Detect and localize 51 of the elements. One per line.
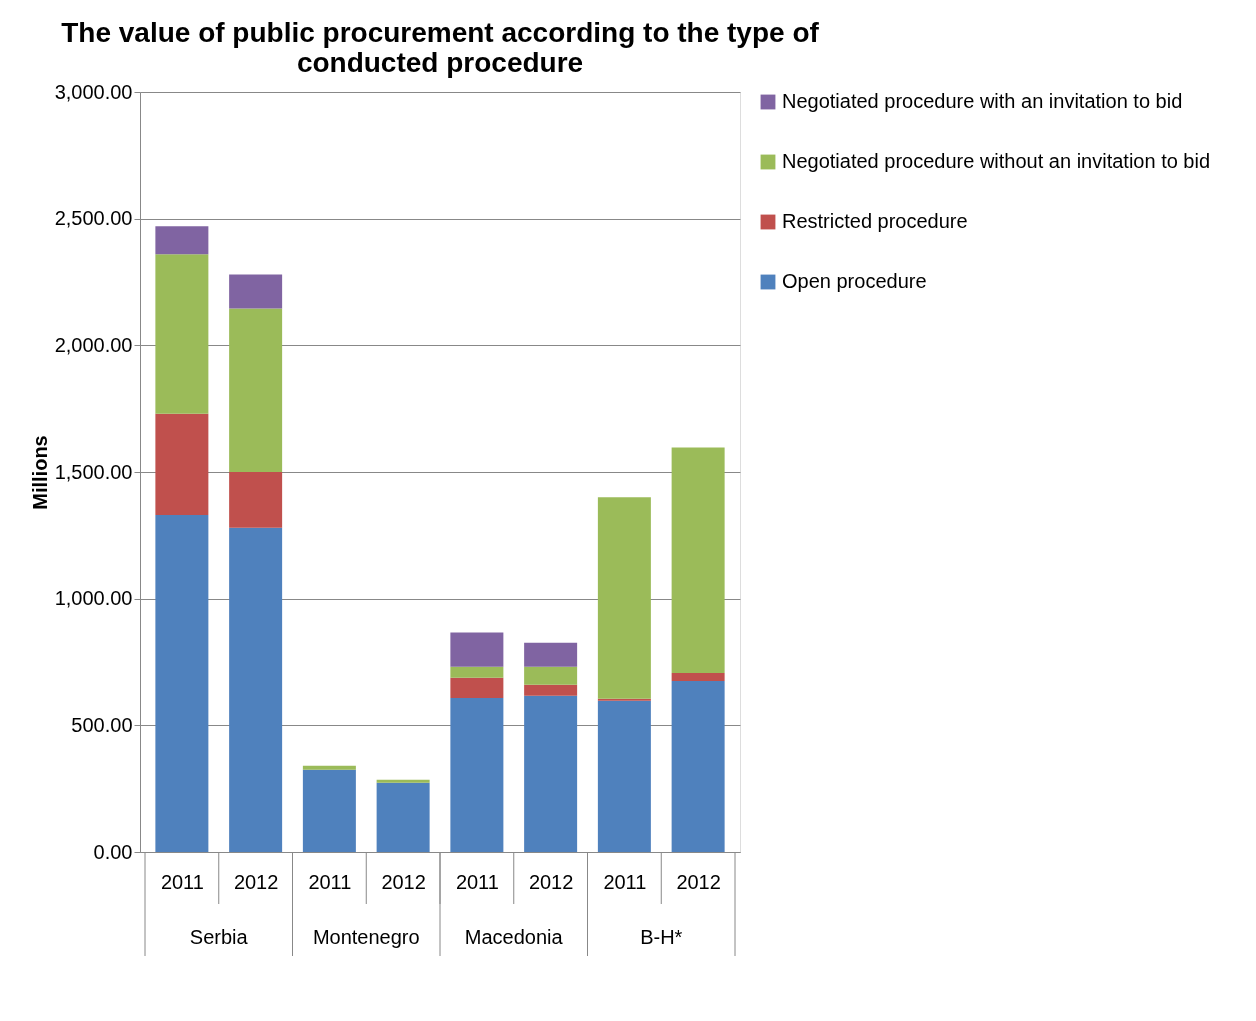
y-tick-label: 2,000.00: [54, 333, 133, 356]
legend-label: Restricted procedure: [782, 210, 968, 232]
bar: [450, 666, 504, 678]
bar: [302, 769, 356, 852]
bar: [376, 782, 430, 852]
legend-label: Negotiated procedure without an invitation to bid: [782, 150, 1211, 172]
text: Serbia: [189, 926, 249, 948]
bar: [524, 642, 578, 667]
bar: [450, 677, 504, 698]
bar: [155, 226, 209, 255]
x-tick-label: 2011: [603, 870, 647, 893]
text: Montenegro: [312, 926, 420, 948]
y-tick-label: 1,500.00: [54, 460, 133, 483]
bar: [450, 632, 504, 667]
bar: [229, 308, 283, 472]
bar: [597, 497, 651, 699]
y-axis-title: Millions: [28, 435, 51, 510]
x-tick-label: 2012: [233, 870, 279, 893]
bar: [450, 697, 504, 852]
x-tick-label: 2012: [381, 870, 426, 893]
chart-title: The value of public procurement according to the type of conducted procedure: [61, 17, 820, 78]
x-tick-label: 2011: [308, 870, 352, 893]
bar: [671, 672, 725, 681]
bar: [597, 700, 651, 852]
bar: [524, 684, 578, 696]
bar: [524, 666, 578, 685]
y-tick-label: 1,000.00: [54, 587, 133, 610]
bar: [155, 413, 209, 516]
y-tick-label: 3,000.00: [54, 80, 133, 103]
bar: [671, 681, 725, 852]
bar: [671, 447, 725, 673]
y-tick-label: 0.00: [93, 840, 133, 863]
bar: [376, 779, 430, 783]
text: Macedonia: [464, 926, 564, 948]
bar: [302, 765, 356, 770]
bar: [229, 527, 283, 852]
x-tick-label: 2012: [676, 870, 721, 893]
bar: [229, 274, 283, 309]
bar: [597, 698, 651, 701]
legend-label: Negotiated procedure with an invitation to bid: [782, 90, 1183, 112]
legend-label: Open procedure: [782, 270, 927, 292]
x-tick-label: 2011: [455, 870, 499, 893]
text: B-H*: [640, 926, 683, 948]
x-tick-label: 2011: [160, 870, 204, 893]
y-tick-label: 2,500.00: [54, 207, 133, 230]
bar: [155, 515, 209, 852]
bar: [524, 695, 578, 852]
bar: [229, 472, 283, 528]
x-tick-label: 2012: [528, 870, 574, 893]
y-tick-label: 500.00: [71, 713, 133, 736]
bar: [155, 254, 209, 414]
